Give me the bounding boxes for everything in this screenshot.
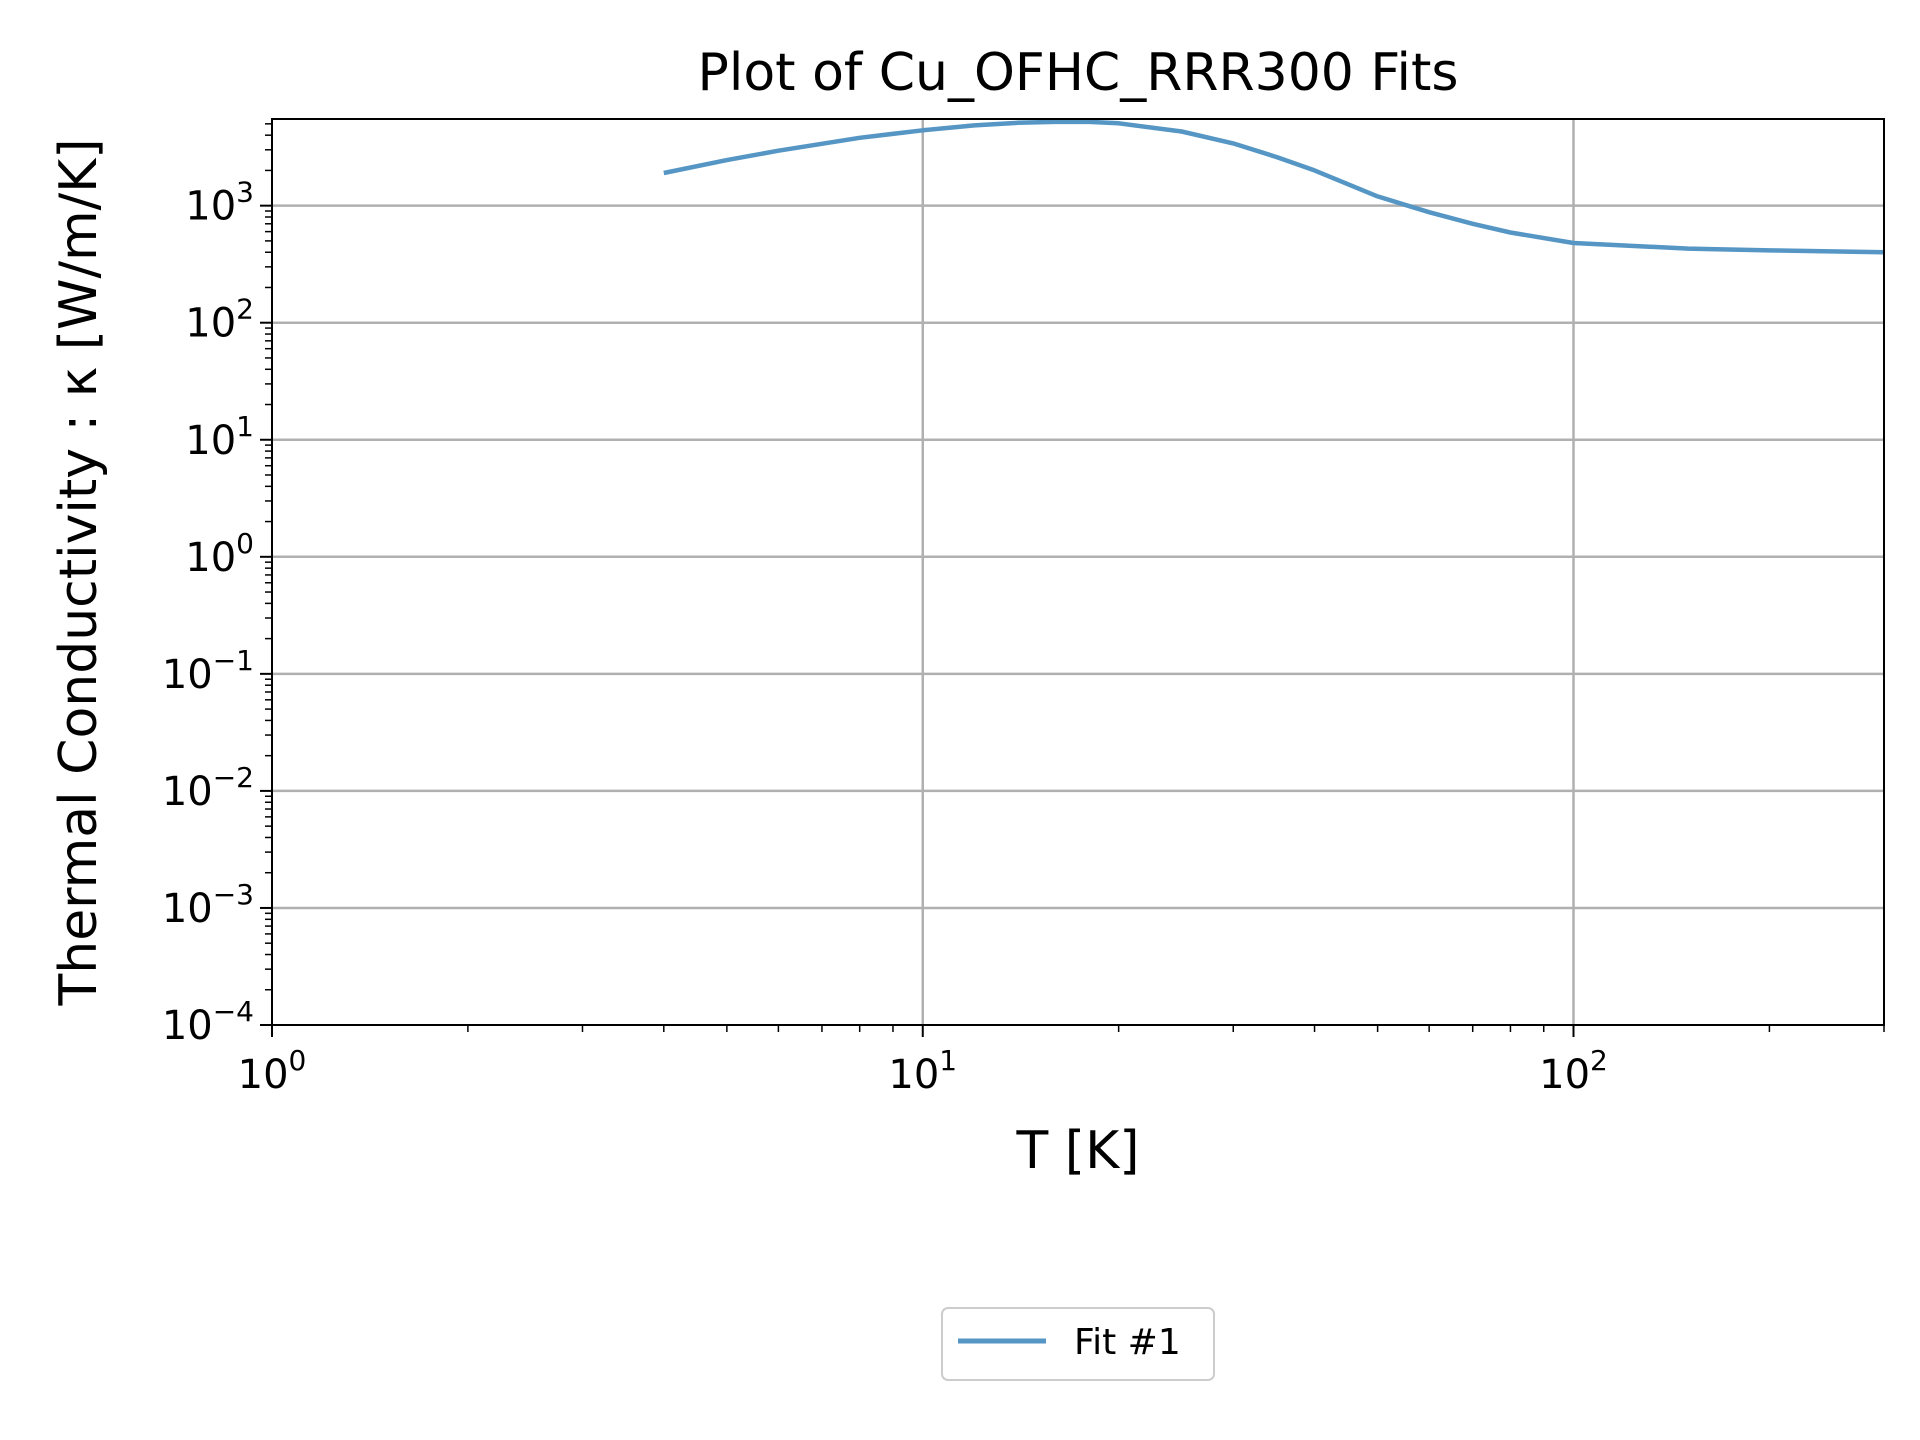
chart-title: Plot of Cu_OFHC_RRR300 Fits — [698, 43, 1459, 103]
legend: Fit #1 — [941, 1307, 1215, 1381]
x-tick-label: 102 — [1539, 1044, 1608, 1098]
series-layer — [663, 119, 1885, 255]
y-axis-label: Thermal Conductivity : κ [W/m/K] — [49, 138, 109, 1006]
y-tick-label: 10−1 — [162, 644, 254, 698]
y-tick-label: 10−3 — [162, 878, 254, 932]
y-tick-label: 10−4 — [162, 995, 254, 1049]
minor-ticks — [265, 123, 1885, 1032]
x-axis-label: T [K] — [1016, 1121, 1140, 1181]
x-tick-label: 100 — [238, 1044, 307, 1098]
axes-frame — [271, 118, 1885, 1026]
grid-lines — [272, 119, 1884, 1025]
legend-box — [941, 1307, 1215, 1381]
y-tick-label: 10−2 — [162, 761, 254, 815]
legend-label-fit-1: Fit #1 — [1074, 1322, 1181, 1363]
series-line-fit-1 — [663, 119, 1885, 255]
tick-labels: 100 101 102 10−4 10−3 10−2 10−1 100 101 102 103 — [162, 176, 1608, 1098]
y-tick-label: 101 — [185, 410, 254, 464]
y-tick-label: 102 — [185, 293, 254, 347]
y-tick-label: 103 — [185, 176, 254, 230]
x-tick-label: 101 — [888, 1044, 957, 1098]
major-ticks — [260, 204, 1575, 1037]
y-tick-label: 100 — [185, 527, 254, 581]
